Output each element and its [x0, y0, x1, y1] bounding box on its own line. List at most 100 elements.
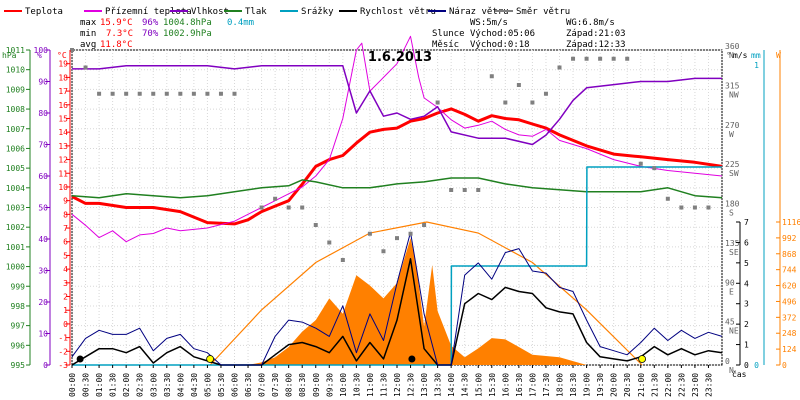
hpa-tick-label: 1005 [6, 164, 25, 173]
pct-tick-label: 30 [38, 267, 48, 276]
dir-tick-label: 270 [725, 121, 740, 130]
stat-min-hum: 70% [142, 29, 159, 39]
temp-tick-label: 2 [63, 293, 68, 302]
x-tick-label: 14:30 [461, 373, 470, 397]
legend-label: Přízemní teplota [105, 7, 192, 17]
wind-direction-point [435, 100, 440, 105]
temp-tick-label: 5 [63, 251, 68, 260]
solar-radiation-area [72, 221, 722, 366]
rain-tick-label: 1 [754, 61, 759, 70]
temp-tick-label: 18 [58, 73, 68, 82]
x-tick-label: 06:30 [244, 373, 253, 397]
legend-label: Směr větru [516, 7, 570, 17]
wind-direction-point [191, 91, 196, 96]
x-tick-label: 08:30 [298, 373, 307, 397]
wind-direction-point [313, 223, 318, 227]
x-tick-label: 09:30 [325, 373, 334, 397]
x-tick-label: 04:30 [190, 373, 199, 397]
x-tick-label: 22:00 [664, 373, 673, 397]
dir-axis-unit: ° [726, 51, 731, 60]
dir-tick-name: N [729, 366, 734, 375]
x-tick-label: 00:30 [82, 373, 91, 397]
x-tick-label: 01:00 [95, 373, 104, 397]
x-tick-label: 18:00 [556, 373, 565, 397]
x-tick-label: 14:00 [447, 373, 456, 397]
wind-direction-point [692, 205, 697, 210]
x-tick-label: 22:30 [677, 373, 686, 397]
moon-label: Měsíc [432, 40, 459, 50]
x-tick-label: 15:00 [474, 373, 483, 397]
wind-direction-point [340, 258, 345, 262]
solar-area [72, 238, 722, 365]
x-tick-label: 07:30 [271, 373, 280, 397]
x-tick-label: 19:30 [596, 373, 605, 397]
solar-tick-label: 248 [782, 329, 797, 338]
x-tick-label: 20:30 [623, 373, 632, 397]
wind-tick-label: 6 [744, 238, 749, 247]
series-line-5 [71, 258, 723, 366]
wind-direction-point [110, 91, 115, 96]
series-line-2 [72, 65, 722, 146]
x-tick-label: 12:30 [407, 373, 416, 397]
temp-tick-label: 14 [58, 128, 68, 137]
sunrise: Východ:05:06 [470, 29, 535, 39]
sun-marker [206, 355, 215, 363]
x-tick-label: 18:30 [569, 373, 578, 397]
temp-tick-label: 9 [63, 197, 68, 206]
wind-direction-point [706, 205, 711, 210]
stat-ws-max: WS:5m/s [470, 18, 508, 28]
stat-avg-temp: 11.8°C [100, 40, 133, 50]
temp-tick-label: 3 [63, 279, 68, 288]
x-tick-label: 05:00 [203, 373, 212, 397]
hpa-tick-label: 1009 [6, 85, 25, 94]
hpa-tick-label: 996 [11, 341, 26, 350]
wind-direction-point [273, 196, 278, 201]
series-line-6 [71, 231, 723, 366]
rain-axis-unit: mm [751, 51, 761, 60]
legend-label: Rychlost větru [360, 7, 436, 17]
dir-tick-label: 0 [725, 357, 730, 366]
temp-tick-label: 4 [63, 265, 68, 274]
dir-tick-label: 360 [725, 42, 740, 51]
temp-tick-label: 0 [63, 320, 68, 329]
wind-direction-point [571, 56, 576, 61]
x-tick-label: 02:30 [136, 373, 145, 397]
temp-tick-label: 13 [58, 142, 68, 151]
x-tick-label: 19:00 [583, 373, 592, 397]
x-tick-label: 11:00 [366, 373, 375, 397]
series-layer [70, 35, 723, 366]
dir-tick-label: 135 [725, 239, 740, 248]
temp-tick-label: 15 [58, 114, 68, 123]
dir-tick-name: W [729, 130, 734, 139]
x-axis-label: čas [732, 369, 747, 379]
pct-tick-label: 100 [34, 46, 49, 55]
temp-tick-label: 6 [63, 238, 68, 247]
stat-max-press: 1004.8hPa [163, 18, 212, 28]
axes: hPa9959969979989991000100110021003100410… [2, 42, 800, 397]
wind-direction-point [625, 56, 630, 61]
series-line-4 [72, 166, 722, 366]
x-tick-label: 00:00 [68, 373, 77, 397]
pct-axis-unit: % [37, 51, 42, 60]
legend-label: Tlak [245, 7, 267, 17]
stat-avg-label: avg [80, 40, 96, 50]
x-tick-label: 16:00 [501, 373, 510, 397]
wind-direction-point [422, 223, 427, 227]
wind-direction-point [205, 91, 210, 96]
temp-tick-label: -2 [58, 347, 68, 356]
stat-max-temp: 15.9°C [100, 18, 133, 28]
pct-tick-label: 20 [38, 298, 48, 307]
series-line-0 [71, 107, 723, 226]
dir-tick-name: S [729, 209, 734, 218]
x-tick-label: 08:00 [285, 373, 294, 397]
moon-marker [408, 355, 416, 363]
x-tick-label: 03:30 [163, 373, 172, 397]
temp-tick-label: -1 [58, 334, 68, 343]
wind-direction-point [543, 91, 548, 96]
dir-tick-name: E [729, 287, 734, 296]
rain-tick-label: 0 [754, 361, 759, 370]
solar-tick-label: 0 [782, 361, 787, 370]
wind-direction-point [652, 166, 657, 171]
dir-tick-label: 45 [725, 318, 735, 327]
